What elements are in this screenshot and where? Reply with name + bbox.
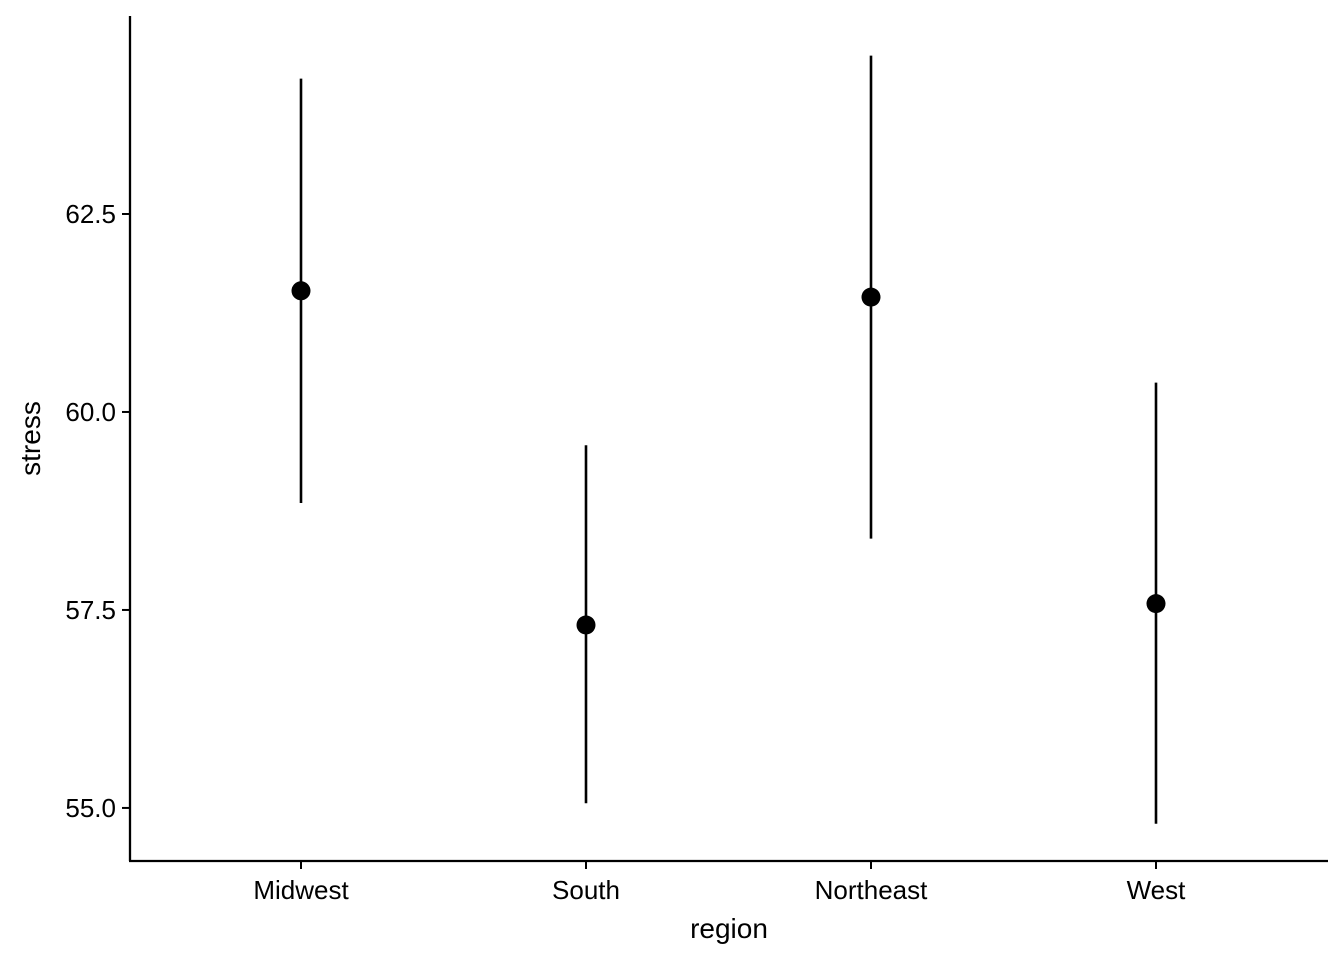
errorbars-group	[299, 55, 1158, 824]
point-south	[576, 615, 596, 635]
x-ticks-group: Midwest South Northeast West	[253, 861, 1186, 905]
x-tick-label-south: South	[552, 875, 620, 905]
point-midwest	[291, 281, 311, 301]
point-west	[1146, 594, 1166, 614]
x-tick-label-west: West	[1127, 875, 1187, 905]
y-axis-title: stress	[15, 401, 46, 476]
y-tick-label: 62.5	[65, 199, 116, 229]
y-ticks-group: 55.0 57.5 60.0 62.5	[65, 199, 130, 823]
points-group	[291, 281, 1166, 635]
y-tick-label: 60.0	[65, 397, 116, 427]
x-tick-label-northeast: Northeast	[815, 875, 928, 905]
y-tick-label: 57.5	[65, 595, 116, 625]
y-tick-label: 55.0	[65, 793, 116, 823]
x-tick-label-midwest: Midwest	[253, 875, 349, 905]
x-axis-title: region	[690, 913, 768, 944]
point-northeast	[861, 287, 881, 307]
axes-group	[128, 16, 1328, 863]
